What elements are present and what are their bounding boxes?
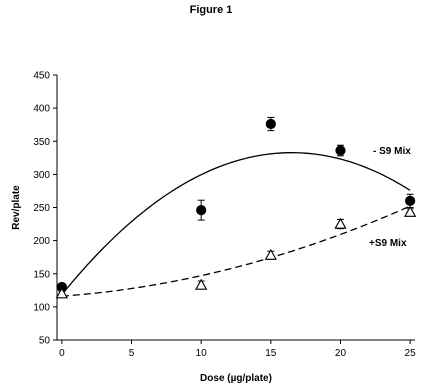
data-point-open-triangle	[403, 205, 417, 217]
x-tick-label: 10	[196, 348, 208, 359]
x-tick-label: 25	[405, 348, 417, 359]
series-label-minus-s9: - S9 Mix	[373, 146, 411, 157]
data-points	[55, 118, 417, 299]
y-tick-label: 450	[33, 71, 50, 82]
y-tick-label: 400	[33, 104, 50, 115]
data-point-filled-circle	[335, 145, 346, 156]
fitted-curves	[61, 151, 411, 297]
y-tick-label: 200	[33, 236, 50, 247]
y-tick-label: 150	[33, 269, 50, 280]
x-tick-label: 5	[129, 348, 135, 359]
data-point-filled-circle	[265, 118, 276, 130]
figure-title: Figure 1	[189, 4, 233, 16]
data-point-filled-circle	[405, 195, 416, 206]
y-tick-label: 250	[33, 203, 50, 214]
x-tick-label: 20	[335, 348, 347, 359]
data-point-open-triangle	[334, 217, 347, 229]
ticks: 50 100 150 200 250 300 350 400 450 0 5 10 15 20 25	[33, 71, 416, 360]
data-point-filled-circle	[196, 205, 207, 216]
fitted-curve-series-2	[61, 205, 411, 297]
axes	[56, 75, 415, 341]
data-point-open-triangle	[195, 278, 208, 290]
x-axis-title: Dose (µg/plate)	[200, 373, 272, 384]
y-tick-label: 100	[33, 302, 50, 313]
data-point-open-triangle	[264, 248, 277, 260]
y-tick-label: 50	[39, 336, 51, 347]
y-tick-label: 350	[33, 137, 50, 148]
error-bars	[58, 116, 414, 297]
y-axis-title: Rev/plate	[11, 185, 22, 230]
y-tick-label: 300	[33, 170, 50, 181]
labels: Dose (µg/plate) Rev/plate - S9 Mix +S9 Mix	[11, 146, 411, 384]
fitted-curve-series-1	[61, 151, 411, 296]
series-label-plus-s9: +S9 Mix	[369, 238, 407, 249]
x-tick-label: 0	[59, 348, 65, 359]
x-tick-label: 15	[265, 348, 277, 359]
data-point-open-triangle	[55, 287, 69, 299]
